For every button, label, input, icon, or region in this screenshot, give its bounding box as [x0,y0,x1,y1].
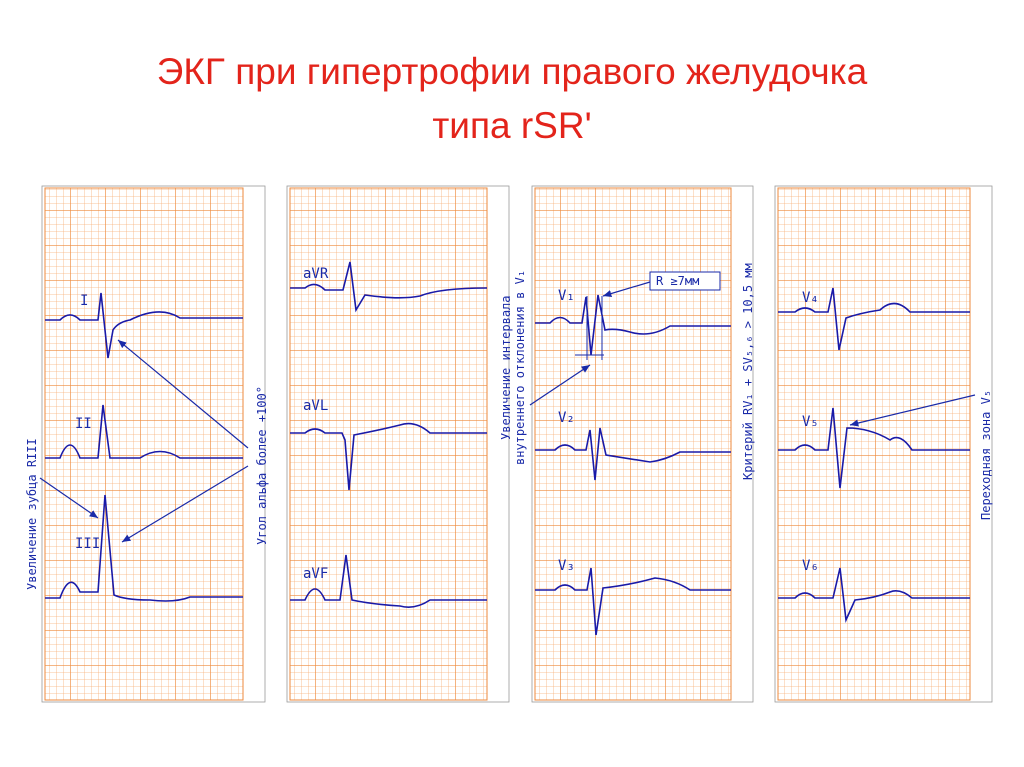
ecg-trace [290,261,488,313]
ecg-trace [778,407,970,489]
panel-border [531,185,754,703]
arrow [849,394,976,427]
annotation: Угол альфа более +100° [255,386,269,545]
lead-label: V₅ [802,414,819,430]
arrow [117,339,249,449]
lead-label: aVR [303,266,329,282]
lead-label: V₁ [558,288,575,304]
ecg-trace [290,554,487,608]
ecg-grid [289,187,488,701]
arrow [39,477,99,519]
annotation: R ≥7мм [656,274,699,288]
lead-label: V₆ [802,558,819,574]
lead-label: III [75,536,100,552]
annotation: Переходная зона V₅ [979,390,993,520]
arrow [529,364,591,406]
ecg-trace [778,287,970,351]
ecg-grid [777,187,971,701]
ecg-grid [44,187,244,701]
ecg-trace [535,294,731,356]
ecg-trace [535,567,731,636]
panel-border [41,185,266,703]
panel-border [286,185,510,703]
annotation: внутреннего отклонения в V₁ [513,270,527,465]
ecg-trace [535,427,731,481]
arrow [121,465,249,543]
lead-label: V₄ [802,290,819,306]
annotation-box [649,271,721,291]
ecg-trace [45,494,243,602]
lead-label: aVL [303,398,328,414]
arrow [602,281,651,298]
ecg-trace [45,404,243,459]
measure-line [575,296,604,360]
annotation: Увеличение зубца RIII [25,438,39,590]
arrows [39,281,976,543]
ecg-grid [534,187,732,701]
lead-label: V₂ [558,410,575,426]
ecg-trace [778,567,970,623]
title: типа rSR' [432,105,591,146]
title: ЭКГ при гипертрофии правого желудочка [157,51,868,92]
panel-border [774,185,993,703]
annotation: Критерий RV₁ + SV₅,₆ > 10,5 мм [741,263,755,480]
lead-label: aVF [303,566,328,582]
ecg-trace [290,422,487,491]
lead-label: II [75,416,92,432]
lead-label: V₃ [558,558,575,574]
annotation: Увеличение интервала [499,296,513,441]
lead-label: I [80,293,88,309]
ecg-trace [45,292,243,359]
